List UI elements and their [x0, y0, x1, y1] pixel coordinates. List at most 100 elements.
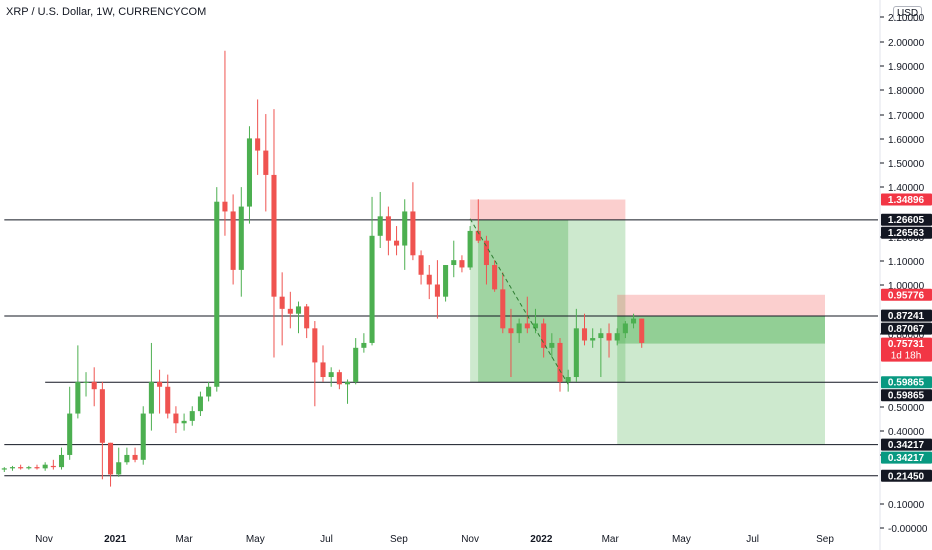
candle-body: [590, 338, 596, 341]
candle-body: [500, 289, 506, 329]
candle: [483, 235, 489, 285]
stop-loss-zone: [470, 199, 626, 220]
price-label[interactable]: 0.34217: [881, 438, 932, 452]
price-label[interactable]: 0.87067: [881, 322, 932, 336]
price-label-text: 0.34217: [888, 440, 925, 451]
x-tick-label: Sep: [816, 534, 834, 545]
candle: [614, 328, 620, 346]
candle-body: [42, 464, 48, 469]
candle-body: [508, 328, 514, 334]
x-tick-label: 2022: [530, 534, 553, 545]
candle: [214, 187, 220, 392]
candle-body: [524, 323, 530, 329]
candle: [246, 126, 252, 224]
y-tick-label: 0.80000: [888, 330, 925, 341]
candle: [42, 462, 48, 471]
candle-body: [255, 138, 261, 151]
candle-body: [124, 454, 130, 463]
x-tick-label: Jul: [746, 534, 759, 545]
candle-body: [475, 230, 481, 241]
price-label[interactable]: 0.87241: [881, 309, 932, 323]
candle-body: [246, 138, 252, 207]
candle: [590, 328, 596, 348]
price-label[interactable]: 1.26563: [881, 226, 932, 240]
candle: [418, 250, 424, 285]
price-label[interactable]: 0.59865: [881, 376, 932, 389]
candle: [361, 333, 367, 353]
candle: [320, 345, 326, 382]
candle-body: [541, 323, 547, 348]
candle-body: [214, 201, 220, 387]
price-label-bg: [881, 451, 932, 464]
price-label-bg: [881, 438, 932, 451]
candle-body: [263, 150, 269, 175]
candle-body: [377, 216, 383, 236]
candle-body: [18, 467, 24, 469]
price-label-text: 0.87067: [888, 324, 925, 335]
price-label[interactable]: 1.34896: [881, 193, 932, 207]
candle-body: [189, 411, 195, 421]
candle: [287, 291, 293, 329]
price-label-text: 0.21450: [888, 471, 925, 482]
candle-body: [451, 260, 457, 266]
candle-body: [287, 308, 293, 314]
price-label-bg: [881, 389, 932, 402]
candle-body: [148, 381, 154, 414]
x-tick-label: May: [672, 534, 691, 545]
candle-body: [344, 381, 351, 385]
currency-badge[interactable]: USD: [893, 6, 923, 21]
open-profit-zone: [617, 315, 825, 344]
price-label-bg: [881, 322, 932, 335]
price-label[interactable]: 0.95776: [881, 288, 932, 302]
candle: [508, 308, 514, 378]
candle-body: [434, 284, 440, 297]
candle: [573, 308, 579, 382]
candle-body: [132, 454, 138, 460]
candle-body: [549, 342, 555, 348]
candle-body: [34, 467, 40, 469]
candle-body: [369, 235, 375, 343]
price-label-text: 0.75731: [888, 339, 925, 350]
candle-body: [394, 240, 400, 246]
candle: [271, 109, 277, 358]
candle: [75, 345, 81, 419]
candle-body: [573, 328, 579, 378]
price-label-text: 1.34896: [888, 195, 925, 206]
y-tick-label: 1.50000: [888, 159, 925, 170]
candle: [426, 265, 432, 300]
x-tick-label: Nov: [461, 534, 479, 545]
candle: [173, 406, 179, 434]
price-label[interactable]: 0.21450: [881, 469, 932, 483]
y-tick-label: 1.40000: [888, 183, 925, 194]
candle: [606, 323, 612, 358]
price-label-bg: [881, 193, 932, 206]
price-label[interactable]: 0.59865: [881, 389, 932, 402]
candle: [312, 321, 318, 407]
candle: [500, 272, 506, 334]
price-label-text: 0.34217: [888, 453, 925, 464]
candle-body: [1, 468, 7, 470]
candle: [255, 99, 261, 175]
candle-body: [91, 381, 97, 390]
realized-profit-zone: [478, 219, 569, 383]
chart-title: XRP / U.S. Dollar, 1W, CURRENCYCOM: [6, 6, 207, 18]
price-label[interactable]: 1.26605: [881, 213, 932, 227]
candle: [549, 333, 555, 358]
countdown-text: 1d 18h: [891, 351, 922, 362]
candle: [410, 182, 416, 261]
candle-body: [557, 342, 563, 382]
price-label[interactable]: 0.34217: [881, 451, 932, 465]
price-label-bg: [881, 376, 932, 389]
candle-body: [50, 465, 56, 468]
price-axis: 2.10000 2.00000 1.90000 1.80000 1.70000 1.600…: [879, 0, 928, 550]
candle: [443, 265, 449, 302]
candle: [34, 464, 40, 470]
y-tick-label: 1.80000: [888, 86, 925, 97]
candle: [230, 194, 236, 285]
candle: [622, 321, 628, 339]
candle-body: [353, 347, 359, 382]
candle: [140, 406, 146, 465]
y-tick-label: 1.00000: [888, 281, 925, 292]
